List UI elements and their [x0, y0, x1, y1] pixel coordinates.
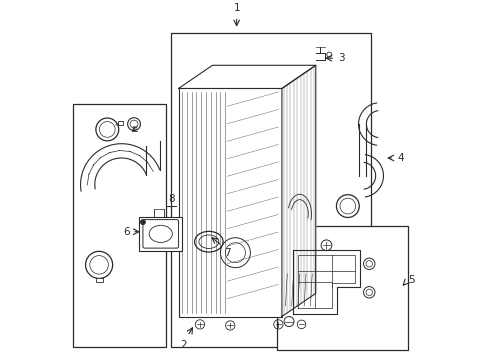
Polygon shape — [178, 65, 315, 89]
Bar — [118, 121, 123, 125]
Bar — [276, 226, 407, 350]
FancyBboxPatch shape — [142, 220, 178, 248]
Bar — [171, 33, 370, 347]
Text: 1: 1 — [233, 3, 240, 13]
Text: 4: 4 — [396, 153, 403, 163]
Bar — [95, 278, 102, 282]
Polygon shape — [292, 249, 360, 314]
Bar — [73, 104, 166, 347]
Bar — [139, 217, 182, 251]
Text: 3: 3 — [338, 53, 344, 63]
Circle shape — [140, 220, 145, 225]
Text: 2: 2 — [180, 340, 187, 350]
Text: 7: 7 — [224, 248, 230, 258]
Polygon shape — [282, 65, 315, 316]
Text: 8: 8 — [168, 194, 174, 204]
Bar — [178, 89, 282, 316]
Text: 6: 6 — [123, 227, 129, 237]
Text: 5: 5 — [407, 275, 413, 285]
